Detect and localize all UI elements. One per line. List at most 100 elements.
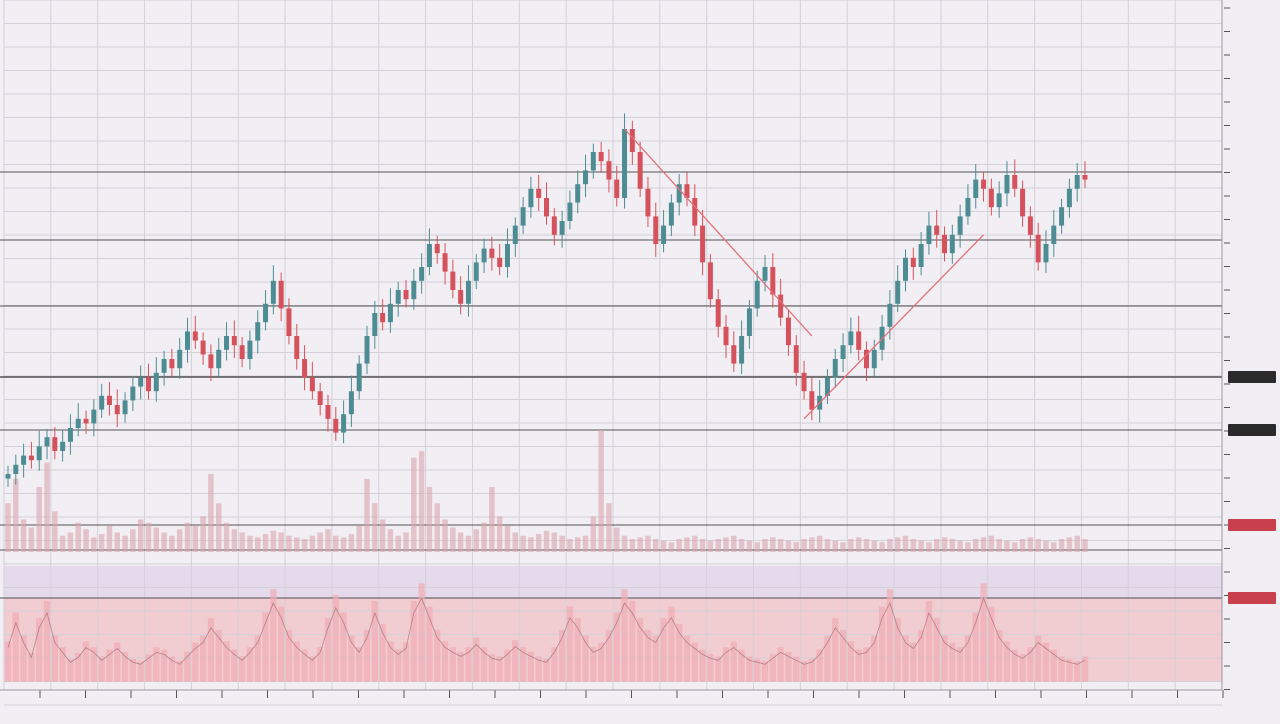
candle-body (536, 188, 542, 198)
volume-bar (255, 537, 261, 552)
oscillator-bar (715, 656, 722, 682)
oscillator-bar (129, 658, 136, 682)
volume-bar (262, 534, 269, 552)
volume-bar (848, 538, 854, 552)
candle-body (723, 326, 729, 346)
volume-bar (590, 516, 597, 552)
volume-bar (551, 532, 558, 552)
candle-body (278, 280, 284, 309)
oscillator-bar (769, 654, 776, 682)
oscillator-bar (590, 647, 597, 682)
candle-body (981, 179, 987, 189)
volume-bar (606, 503, 612, 552)
oscillator-bar (254, 635, 261, 682)
volume-bar (286, 535, 292, 552)
volume-bar (457, 532, 464, 552)
volume-bar (653, 538, 659, 552)
candle-body (567, 202, 573, 221)
oscillator-bar (754, 658, 761, 682)
oscillator-bar (67, 658, 74, 682)
volume-bar (879, 542, 885, 552)
volume-bar (660, 540, 667, 552)
candle-body (528, 188, 534, 208)
volume-bar (574, 537, 581, 552)
candle-body (1059, 207, 1065, 226)
candle-body (1012, 175, 1018, 189)
oscillator-bar (332, 595, 339, 682)
volume-bar (403, 532, 409, 552)
oscillator-bar (1011, 649, 1018, 682)
volume-bar (411, 457, 417, 552)
oscillator-bar (379, 624, 386, 682)
volume-bar (637, 537, 643, 552)
candle-body (106, 395, 112, 405)
oscillator-bar (192, 642, 199, 682)
volume-bar (91, 537, 97, 552)
oscillator-bar (1050, 649, 1057, 682)
oscillator-bar (699, 649, 706, 682)
candle-body (231, 336, 237, 346)
candle-body (1074, 175, 1080, 189)
candle-body (83, 418, 89, 424)
candle-body (325, 405, 331, 419)
candle-body (481, 248, 487, 263)
oscillator-bar (793, 656, 800, 682)
candle-body (910, 257, 916, 267)
volume-bar (36, 486, 42, 552)
oscillator-line (7, 597, 1086, 665)
volume-bar (130, 529, 136, 552)
volume-bar (426, 486, 433, 552)
oscillator-bar (1019, 654, 1026, 682)
candle-body (138, 377, 144, 387)
candle-body (996, 193, 1002, 208)
candle-body (1035, 234, 1041, 263)
volume-bar (137, 519, 144, 552)
candle-body (185, 331, 190, 350)
volume-bar (5, 503, 11, 552)
candle-body (622, 129, 628, 198)
candle-body (895, 280, 901, 304)
oscillator-bar (1074, 661, 1081, 682)
volume-bar (122, 535, 128, 552)
candle-body (145, 377, 151, 392)
oscillator-bar (262, 612, 269, 682)
volume-bar (13, 478, 19, 552)
volume-bar (668, 542, 675, 552)
volume-bar (520, 535, 526, 552)
oscillator-bar (746, 656, 753, 682)
candle-body (754, 280, 760, 309)
volume-bar (723, 537, 729, 552)
volume-bar (614, 527, 620, 552)
volume-bar (793, 542, 799, 552)
candle-body (1027, 216, 1033, 235)
candle-body (309, 377, 315, 392)
candle-body (169, 359, 175, 369)
volume-bar (980, 537, 987, 552)
volume-bar (1082, 538, 1088, 552)
candle-body (434, 244, 440, 254)
candle-body (302, 359, 308, 378)
candle-body (770, 267, 776, 295)
oscillator-bar (340, 612, 347, 682)
volume-bar (1035, 538, 1041, 552)
volume-bar (442, 519, 448, 552)
volume-bar (840, 542, 846, 552)
oscillator-bar (1042, 642, 1050, 682)
candle-body (973, 179, 979, 198)
volume-bar (450, 527, 456, 552)
volume-bar (676, 538, 682, 552)
volume-bar (910, 538, 917, 552)
candle-body (590, 152, 596, 171)
candle-body (551, 216, 557, 235)
oscillator-bar (114, 642, 121, 682)
price-badge (1228, 424, 1276, 436)
candle-body (239, 345, 245, 359)
candle-body (465, 280, 471, 304)
oscillator-bar (761, 661, 769, 682)
oscillator-bar (1058, 656, 1065, 682)
oscillator-bar (917, 629, 925, 682)
candle-body (473, 262, 479, 281)
volume-bar (67, 532, 74, 552)
